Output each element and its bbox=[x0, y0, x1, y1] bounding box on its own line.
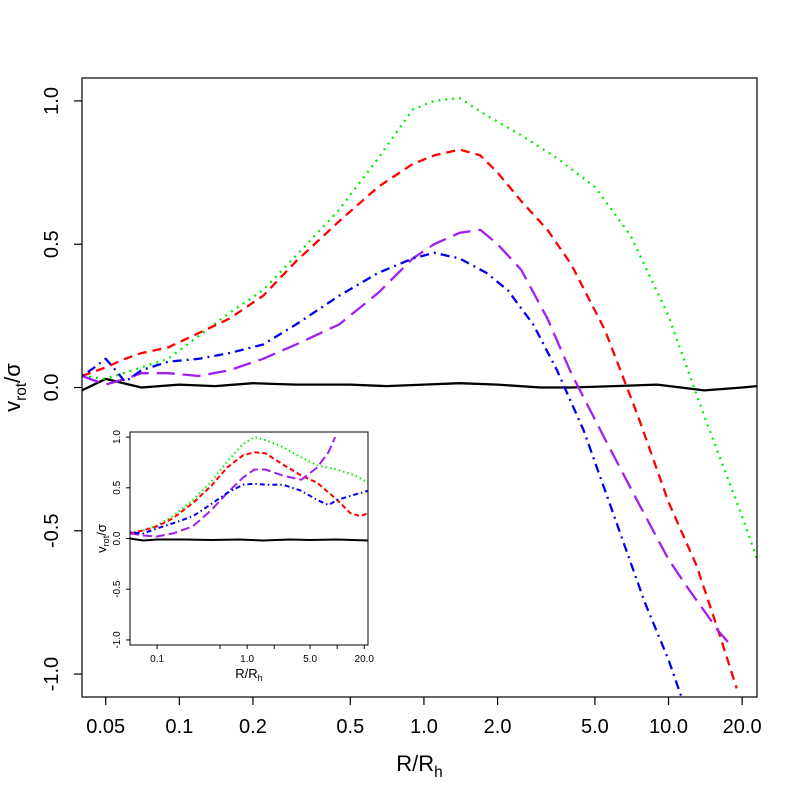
y-tick-label: 0.5 bbox=[112, 480, 123, 494]
x-axis-title-sub: h bbox=[434, 764, 443, 781]
x-tick-label: 2.0 bbox=[484, 716, 512, 738]
x-tick-label: 0.1 bbox=[150, 654, 164, 665]
x-tick-label: 5.0 bbox=[303, 654, 317, 665]
x-tick-label: 1.0 bbox=[410, 716, 438, 738]
x-tick-label: 0.5 bbox=[336, 716, 364, 738]
series-line-purple bbox=[82, 228, 732, 647]
y-tick-label: 0.0 bbox=[112, 531, 123, 545]
main-chart: 0.05 0.1 0.2 0.5 1.0 2.0 5.0 10.0 20.0 -1.0 -0.5 0.… bbox=[0, 77, 762, 781]
y-axis-title: vrot/σ bbox=[94, 524, 111, 553]
series-line-green bbox=[130, 436, 368, 535]
y-tick-label: 1.0 bbox=[41, 87, 63, 115]
y-tick-label: -0.5 bbox=[41, 514, 63, 548]
y-tick-label: -1.0 bbox=[112, 631, 123, 649]
y-tick-label: -0.5 bbox=[112, 580, 123, 598]
x-axis-title: R/Rh bbox=[396, 751, 442, 781]
y-axis-title-sub: rot bbox=[101, 535, 111, 546]
x-axis-title: R/Rh bbox=[235, 666, 262, 683]
x-tick-label: 10.0 bbox=[649, 716, 688, 738]
y-axis-title-sub: rot bbox=[13, 382, 30, 401]
x-axis-title-sub: h bbox=[258, 673, 263, 683]
series-group bbox=[130, 436, 368, 542]
x-axis-title-main: R/R bbox=[396, 751, 434, 776]
series-group bbox=[82, 96, 757, 697]
y-tick-label: 0.0 bbox=[41, 374, 63, 402]
x-tick-label: 20.0 bbox=[723, 716, 762, 738]
x-tick-label: 0.05 bbox=[86, 716, 125, 738]
x-tick-label: 0.1 bbox=[165, 716, 193, 738]
y-tick-label: 1.0 bbox=[112, 430, 123, 444]
x-tick-label: 0.2 bbox=[239, 716, 267, 738]
series-line-green bbox=[82, 96, 757, 560]
y-axis-title: vrot/σ bbox=[0, 363, 30, 412]
y-tick-label: -1.0 bbox=[41, 657, 63, 691]
x-axis-title-main: R/R bbox=[235, 666, 257, 681]
series-line-red bbox=[82, 148, 738, 689]
x-tick-label: 1.0 bbox=[240, 654, 254, 665]
x-tick-label: 20.0 bbox=[355, 654, 375, 665]
series-line-black bbox=[82, 377, 757, 392]
y-axis-title-main: v bbox=[94, 546, 109, 553]
y-axis-title-suffix: /σ bbox=[94, 524, 109, 536]
x-tick-label: 5.0 bbox=[581, 716, 609, 738]
series-line-purple bbox=[130, 436, 337, 538]
y-axis-title-suffix: /σ bbox=[0, 363, 25, 383]
series-line-black bbox=[130, 537, 368, 542]
series-line-blue bbox=[130, 482, 368, 535]
y-tick-label: 0.5 bbox=[41, 230, 63, 258]
y-axis-title-main: v bbox=[0, 401, 25, 412]
series-line-blue bbox=[82, 251, 683, 697]
